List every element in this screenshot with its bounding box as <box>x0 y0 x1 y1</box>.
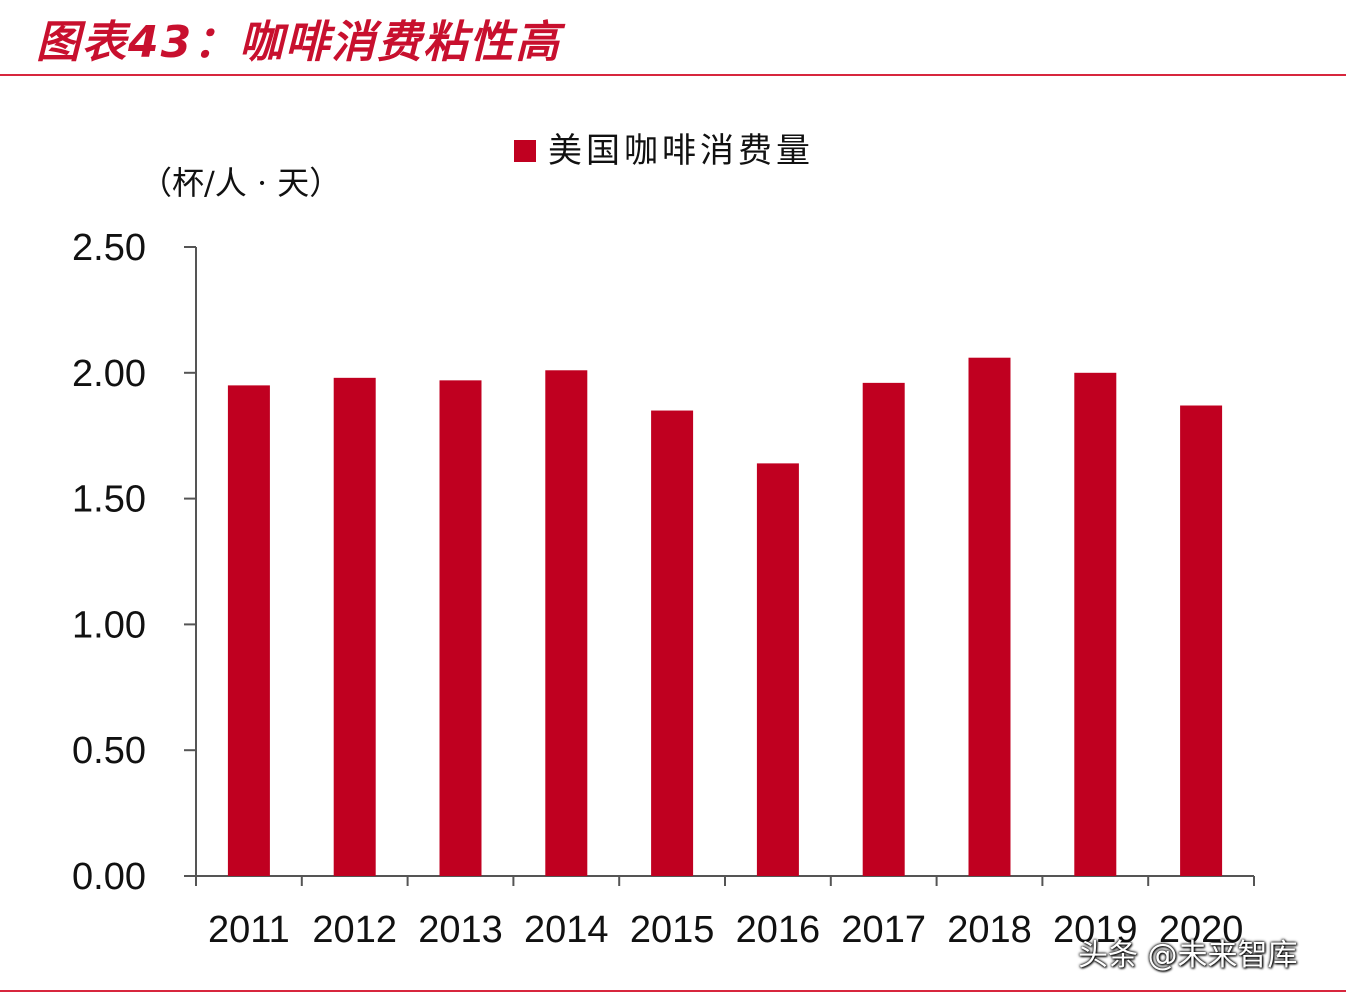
bar-2014 <box>545 370 588 876</box>
footer-divider <box>0 990 1346 992</box>
y-tick-label: 0.50 <box>72 730 146 772</box>
y-tick-label: 1.00 <box>72 604 146 646</box>
x-tick-label: 2018 <box>947 909 1032 951</box>
legend: 美国咖啡消费量 <box>514 131 814 171</box>
bars <box>227 357 1223 877</box>
bar-2017 <box>862 382 905 876</box>
y-tick-label: 2.00 <box>72 353 146 395</box>
x-tick-label: 2016 <box>736 909 821 951</box>
bar-2015 <box>651 410 694 876</box>
x-tick-label: 2020 <box>1159 909 1244 951</box>
x-tick-label: 2019 <box>1053 909 1138 951</box>
x-tick-label: 2012 <box>312 909 397 951</box>
legend-swatch <box>514 140 536 162</box>
y-tick-label: 0.00 <box>72 856 146 898</box>
y-unit-label: （杯/人 · 天） <box>140 164 341 202</box>
x-tick-label: 2014 <box>524 909 609 951</box>
bar-2019 <box>1074 372 1117 876</box>
x-tick-labels: 2011 2012 2013 2014 2015 2016 2017 2018 2019 2020 <box>208 909 1243 951</box>
bar-2016 <box>756 463 799 876</box>
bar-2018 <box>968 357 1011 877</box>
bar-2020 <box>1180 405 1223 876</box>
chart-title: 图表43：咖啡消费粘性高 <box>36 17 562 68</box>
legend-label: 美国咖啡消费量 <box>548 131 814 171</box>
x-tick-label: 2011 <box>208 909 290 951</box>
bar-2012 <box>333 377 376 876</box>
x-tick-label: 2013 <box>418 909 503 951</box>
bar-2013 <box>439 380 482 876</box>
y-tick-label: 2.50 <box>72 227 146 269</box>
watermark: 头条 @未来智库 <box>1078 938 1298 973</box>
x-tick-label: 2015 <box>630 909 715 951</box>
y-tick-label: 1.50 <box>72 479 146 521</box>
title-divider <box>0 74 1346 76</box>
y-tick-labels: 0.00 0.50 1.00 1.50 2.00 2.50 <box>72 227 146 898</box>
bar-2011 <box>227 385 270 876</box>
x-tick-label: 2017 <box>841 909 926 951</box>
